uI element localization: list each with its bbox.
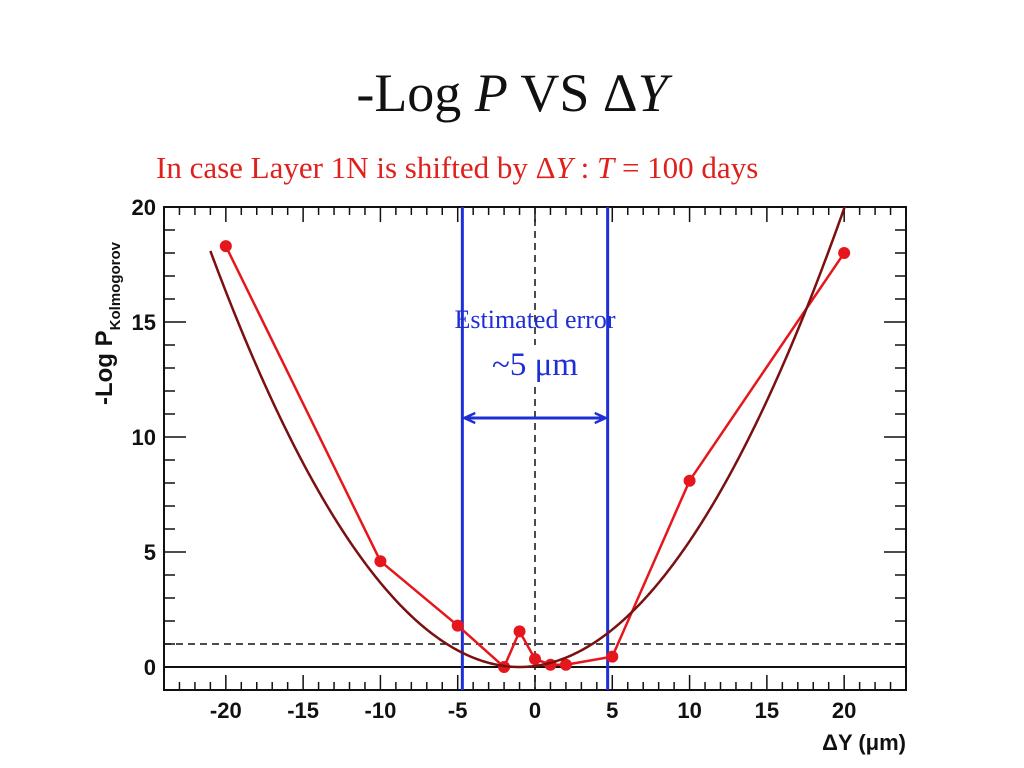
subtitle-prefix: In case Layer 1N is shifted by Δ xyxy=(156,150,556,185)
title-var-p: P xyxy=(474,63,508,123)
y-tick-label: 5 xyxy=(144,540,156,565)
x-tick-label: 10 xyxy=(677,698,701,723)
y-tick-label: 20 xyxy=(132,195,156,220)
subtitle-var-y: Y xyxy=(555,150,573,185)
x-tick-label: -15 xyxy=(287,698,319,723)
data-point xyxy=(451,619,464,632)
x-tick-label: -20 xyxy=(210,698,242,723)
chart-subtitle: In case Layer 1N is shifted by ΔY : T = … xyxy=(156,150,758,186)
x-tick-label: 0 xyxy=(529,698,541,723)
reference-lines xyxy=(164,207,906,690)
data-point xyxy=(838,247,851,259)
x-tick-label: 5 xyxy=(606,698,618,723)
data-point xyxy=(374,555,387,568)
data-point xyxy=(683,474,696,487)
y-axis-label: -Log PKolmogorov xyxy=(91,241,124,405)
slide-title: -Log P VS ΔY xyxy=(0,62,1024,124)
annotation-line-1: Estimated error xyxy=(455,305,616,334)
y-tick-label: 15 xyxy=(132,310,156,335)
x-tick-label: -10 xyxy=(365,698,397,723)
data-point xyxy=(529,652,541,665)
series-layer xyxy=(209,207,851,673)
title-var-y: Y xyxy=(637,63,668,123)
data-point xyxy=(559,658,572,671)
data-point xyxy=(606,650,619,663)
tick-labels: -20 -15 -10 -5 0 5 10 15 20 0 5 10 15 20 xyxy=(132,195,857,723)
fit-curve xyxy=(209,207,846,669)
x-tick-label: -5 xyxy=(448,698,468,723)
annotation-line-2: ~5 μm xyxy=(492,347,578,383)
data-point xyxy=(513,625,526,638)
title-prefix: -Log xyxy=(356,63,475,123)
x-tick-label: 20 xyxy=(832,698,856,723)
subtitle-var-t: T xyxy=(596,150,615,185)
y-axis-label-sub: Kolmogorov xyxy=(107,241,124,330)
y-axis-label-main: -Log P xyxy=(91,330,118,405)
subtitle-middle: : xyxy=(572,150,597,185)
annotation-background xyxy=(464,345,606,385)
y-tick-label: 0 xyxy=(144,655,156,680)
error-annotation: Estimated error ~5 μm xyxy=(455,305,616,418)
x-axis-label: ΔY (μm) xyxy=(822,730,906,755)
x-tick-label: 15 xyxy=(755,698,779,723)
title-middle: VS Δ xyxy=(507,63,638,123)
y-tick-label: 10 xyxy=(132,425,156,450)
subtitle-suffix: = 100 days xyxy=(614,150,759,185)
data-point xyxy=(219,240,232,253)
